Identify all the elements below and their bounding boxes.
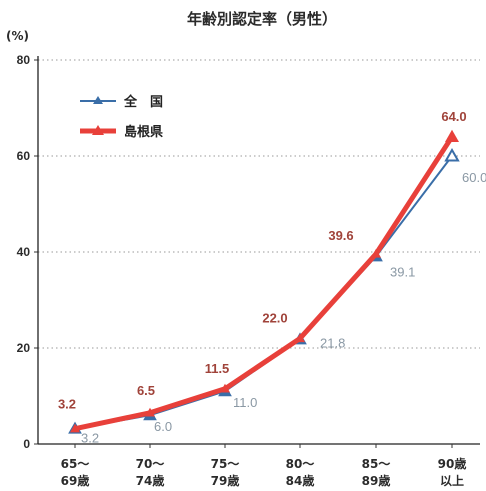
data-label-shimane: 39.6: [328, 228, 353, 243]
point-shimane: [145, 407, 155, 417]
x-tick-label: 70～: [136, 457, 165, 471]
data-label-national: 11.0: [233, 395, 257, 410]
series-line-national: [74, 155, 453, 430]
y-tick-label: 40: [17, 245, 31, 259]
x-tick-label: 80～: [286, 457, 315, 471]
data-label-national: 21.8: [320, 335, 345, 350]
data-label-shimane: 64.0: [441, 109, 466, 124]
legend-marker-shimane: [92, 125, 104, 135]
y-tick-label: 60: [17, 149, 31, 163]
gridlines: [34, 59, 480, 445]
y-axis-unit: (%): [6, 29, 29, 43]
x-tick-label: 90歳: [438, 456, 467, 471]
point-shimane: [220, 383, 230, 393]
x-tick-label: 79歳: [211, 473, 240, 488]
point-shimane: [445, 129, 459, 143]
legend-item-national: 全 国: [80, 94, 163, 110]
point-national: [444, 147, 460, 162]
axes: [37, 56, 480, 448]
series-line-shimane: [74, 135, 455, 432]
data-label-shimane: 6.5: [137, 383, 155, 398]
legend-marker-national: [93, 96, 103, 104]
y-tick-label: 80: [17, 53, 31, 67]
x-tick-label: 65～: [61, 457, 90, 471]
chart-title: 年齢別認定率（男性）: [187, 10, 337, 28]
data-label-shimane: 22.0: [262, 310, 287, 325]
series-lines: [68, 129, 460, 434]
x-tick-label: 69歳: [61, 473, 90, 488]
point-shimane: [371, 248, 381, 258]
point-shimane: [70, 423, 80, 433]
legend-label-shimane: 島根県: [124, 124, 163, 140]
data-label-national: 60.0: [462, 170, 486, 185]
data-labels: 3.2 6.5 11.5 22.0 39.6 64.0 3.2 6.0 11.0 21.8 39.1…: [58, 109, 486, 446]
x-tick-label: 75～: [211, 457, 240, 471]
data-label-shimane: 3.2: [58, 397, 76, 412]
legend-item-shimane: 島根県: [80, 124, 163, 140]
y-tick-labels: 0 20 40 60 80: [17, 53, 31, 451]
data-label-national: 3.2: [81, 431, 99, 446]
point-shimane: [295, 333, 305, 343]
data-label-shimane: 11.5: [205, 361, 230, 376]
x-tick-label: 89歳: [362, 473, 391, 488]
x-tick-label: 以上: [440, 473, 464, 488]
y-tick-label: 20: [17, 341, 31, 355]
data-label-national: 6.0: [154, 419, 172, 434]
y-tick-label: 0: [23, 437, 30, 451]
data-label-national: 39.1: [390, 264, 415, 279]
legend: 全 国 島根県: [80, 94, 163, 140]
x-tick-label: 84歳: [286, 473, 315, 488]
x-tick-label: 74歳: [136, 473, 165, 488]
x-tick-label: 85～: [362, 457, 391, 471]
legend-label-national: 全 国: [123, 94, 163, 110]
